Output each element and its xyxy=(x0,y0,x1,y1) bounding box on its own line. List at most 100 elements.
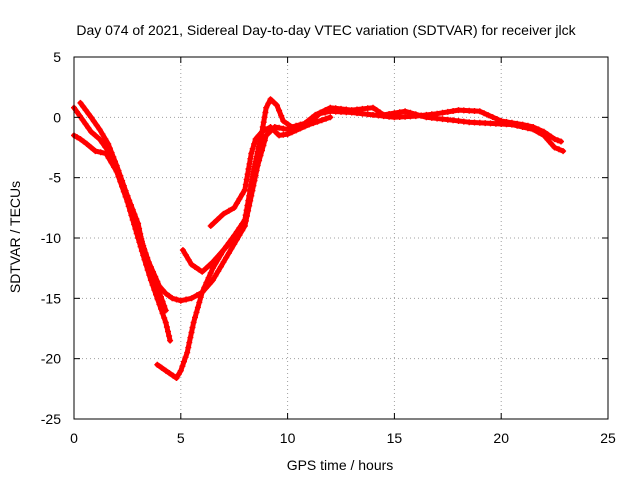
data-point xyxy=(249,173,256,180)
data-point xyxy=(124,192,131,199)
data-point xyxy=(122,187,129,194)
data-point xyxy=(396,109,403,116)
data-point xyxy=(524,125,531,132)
data-point xyxy=(503,121,510,128)
data-point xyxy=(348,107,355,114)
data-point xyxy=(120,182,127,189)
data-point xyxy=(284,121,291,127)
data-point xyxy=(231,235,238,241)
data-point xyxy=(370,111,376,118)
data-point xyxy=(206,262,213,269)
data-point xyxy=(558,138,564,145)
data-point xyxy=(185,256,192,263)
data-point xyxy=(150,273,156,280)
data-point xyxy=(217,213,224,220)
data-point xyxy=(482,120,489,127)
data-point xyxy=(156,289,163,296)
data-point xyxy=(370,104,376,111)
data-point xyxy=(322,107,329,114)
data-point xyxy=(188,329,195,336)
data-point xyxy=(364,111,371,118)
data-point xyxy=(201,284,208,291)
data-point xyxy=(205,274,212,281)
data-point xyxy=(544,136,551,143)
data-point xyxy=(136,229,143,236)
data-point xyxy=(423,114,430,121)
data-point xyxy=(439,116,446,123)
data-point xyxy=(247,183,254,190)
data-point xyxy=(195,266,202,273)
data-point xyxy=(267,96,274,103)
x-tick-label: 0 xyxy=(70,430,78,446)
x-tick-label: 5 xyxy=(177,430,185,446)
y-tick-label: 0 xyxy=(53,109,61,125)
data-point xyxy=(251,140,258,147)
data-point xyxy=(188,295,195,302)
data-point xyxy=(82,107,89,114)
data-point xyxy=(210,219,217,226)
data-point xyxy=(158,364,165,371)
y-axis-label: SDTVAR / TECUs xyxy=(7,181,23,293)
data-point xyxy=(243,176,250,183)
data-point xyxy=(551,136,558,143)
data-point xyxy=(80,103,87,110)
data-point xyxy=(555,146,562,153)
data-point xyxy=(332,105,339,112)
data-point xyxy=(193,309,200,316)
data-point xyxy=(217,251,223,258)
axis-ticks xyxy=(73,56,609,420)
data-point xyxy=(261,137,268,144)
data-point xyxy=(83,140,90,147)
data-point xyxy=(391,110,398,117)
data-point xyxy=(186,339,193,346)
data-point xyxy=(297,125,304,132)
y-tick-label: -20 xyxy=(41,351,61,367)
data-point xyxy=(239,221,246,228)
data-point xyxy=(162,290,169,297)
data-point xyxy=(167,337,174,344)
data-point xyxy=(377,109,384,116)
data-point xyxy=(466,107,473,114)
data-point xyxy=(263,132,270,139)
data-point xyxy=(255,143,262,150)
data-point xyxy=(293,127,300,134)
data-point xyxy=(246,198,253,205)
data-point xyxy=(133,220,140,227)
data-point xyxy=(455,118,462,124)
data-point xyxy=(327,114,334,121)
data-point xyxy=(444,116,451,123)
data-point xyxy=(127,202,134,209)
data-point xyxy=(179,363,186,370)
data-point xyxy=(212,272,219,279)
data-point xyxy=(129,206,135,213)
y-tick-label: -15 xyxy=(41,290,61,306)
data-point xyxy=(92,148,99,155)
data-point xyxy=(246,192,253,199)
data-point xyxy=(158,293,164,300)
x-tick-label: 20 xyxy=(493,430,509,446)
data-point xyxy=(242,212,249,219)
data-point xyxy=(508,121,515,128)
data-point xyxy=(184,349,191,356)
data-point xyxy=(209,259,216,266)
data-point xyxy=(125,197,132,204)
data-point xyxy=(73,108,80,115)
data-point xyxy=(196,299,203,306)
data-point xyxy=(386,111,393,117)
data-point xyxy=(177,367,184,374)
data-point xyxy=(364,105,371,112)
data-point xyxy=(262,109,269,116)
data-point xyxy=(489,114,496,121)
data-point xyxy=(276,107,283,114)
data-point xyxy=(318,117,325,124)
data-point xyxy=(314,118,321,125)
data-point xyxy=(199,268,206,275)
data-point xyxy=(439,109,446,116)
data-series xyxy=(71,96,567,381)
data-point xyxy=(260,119,267,126)
data-point xyxy=(88,114,95,121)
data-point xyxy=(85,124,92,131)
x-tick-labels: 0 5 10 15 20 25 xyxy=(70,430,616,446)
